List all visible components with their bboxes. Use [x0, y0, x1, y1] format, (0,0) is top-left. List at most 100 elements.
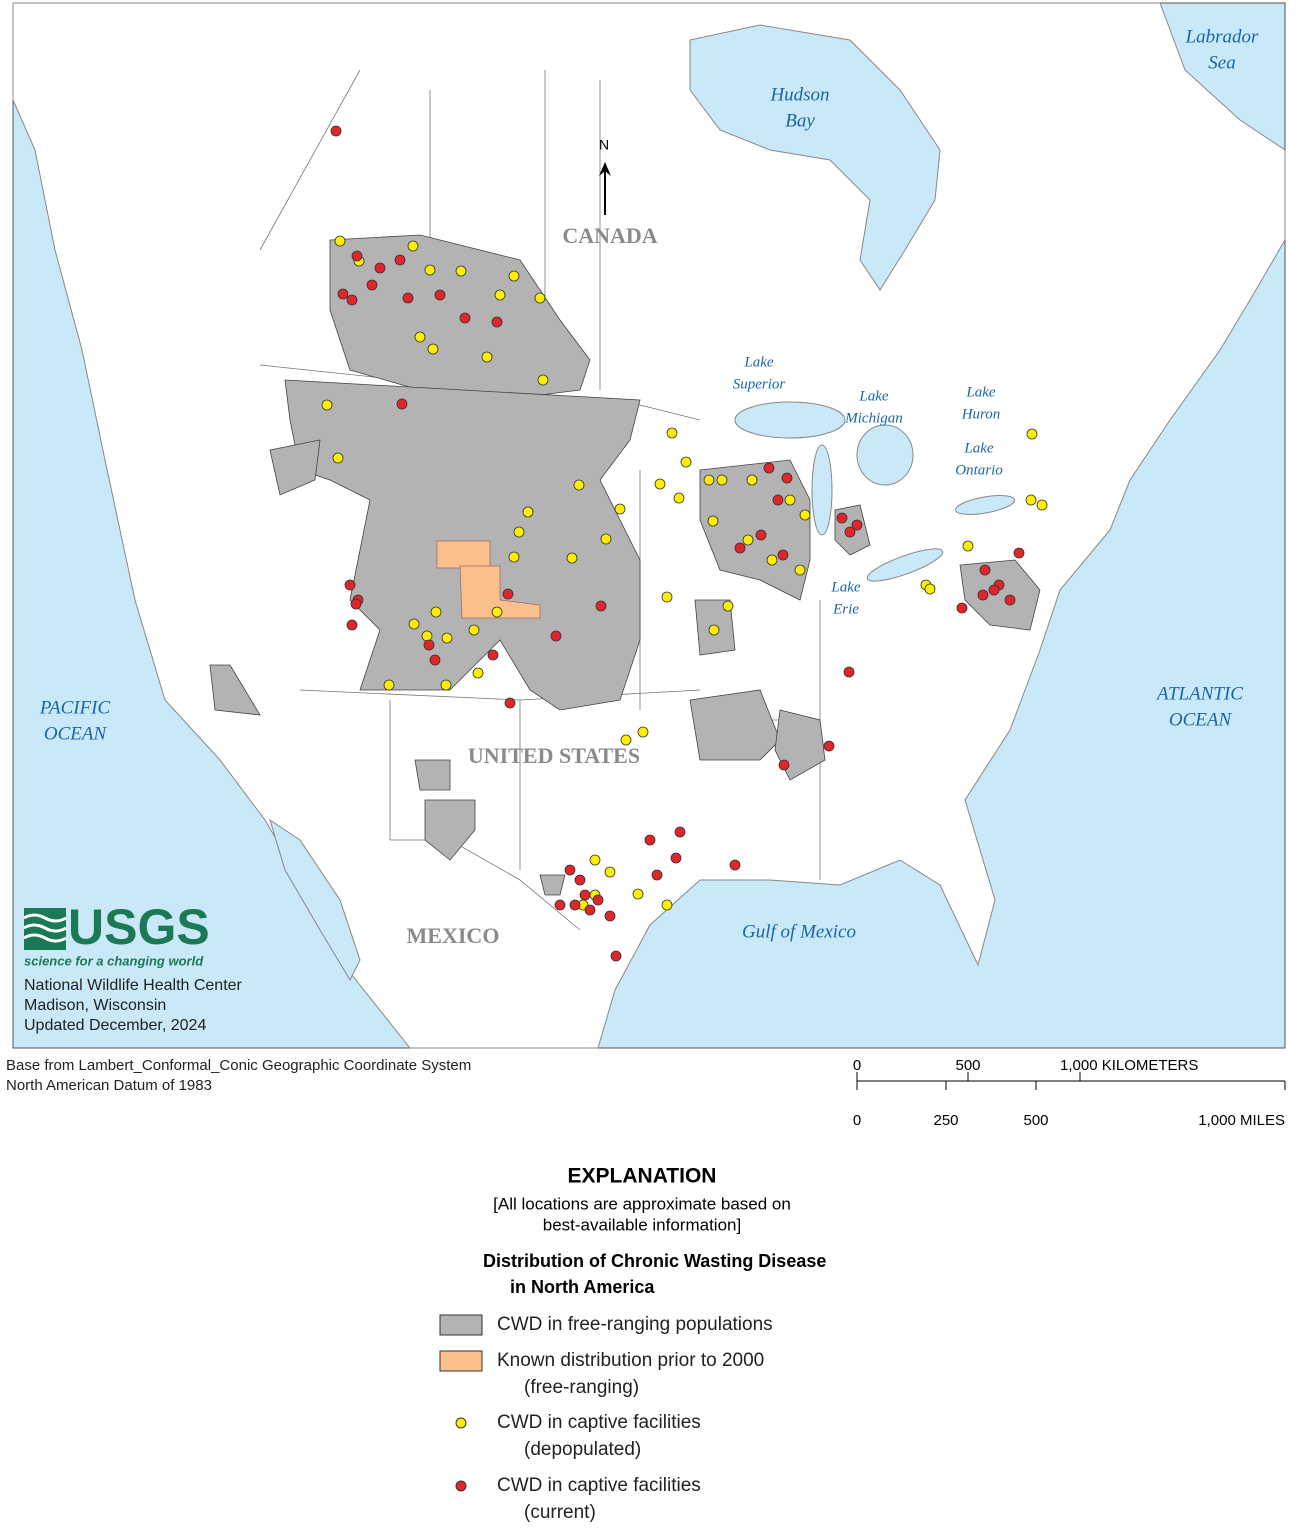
borders [259, 69, 821, 931]
facility-dot [988, 584, 1000, 596]
facility-dot [1026, 428, 1038, 440]
facility-dot [707, 515, 719, 527]
water-label: Lake [858, 388, 889, 404]
facility-dot [472, 667, 484, 679]
facility-dot [407, 240, 419, 252]
facility-dot [666, 427, 678, 439]
facility-dot [574, 874, 586, 886]
facility-dot [654, 478, 666, 490]
scale-mile-label: 250 [933, 1112, 958, 1129]
facility-dot [504, 697, 516, 709]
facility-dot [777, 549, 789, 561]
facility-dot [610, 950, 622, 962]
facility-dot [332, 452, 344, 464]
facility-dot [564, 864, 576, 876]
facility-dot [366, 279, 378, 291]
water-label: Ontario [955, 462, 1003, 478]
facility-dot [766, 554, 778, 566]
facility-dot [661, 591, 673, 603]
map: N USGS science for a changing world [12, 2, 1286, 1049]
facility-dot [600, 533, 612, 545]
cwd-before-2000 [436, 540, 541, 619]
facility-dot [661, 899, 673, 911]
facility-dot [421, 630, 433, 642]
legend-item: (current) [524, 1502, 596, 1523]
facility-dot [823, 740, 835, 752]
water-label: OCEAN [44, 723, 108, 744]
facility-dot [772, 494, 784, 506]
hudson-bay [689, 24, 941, 291]
logo-tagline: science for a changing world [24, 953, 204, 968]
water-label: OCEAN [1169, 709, 1233, 730]
water-label: ATLANTIC [1155, 683, 1243, 704]
water-label: Gulf of Mexico [742, 921, 856, 942]
great-lakes [734, 401, 1016, 582]
facility-dot [508, 551, 520, 563]
facility-dot [844, 526, 856, 538]
facility-dot [670, 852, 682, 864]
facility-dot [604, 910, 616, 922]
facility-dot [614, 503, 626, 515]
legend-note: best-available information] [543, 1215, 741, 1234]
facility-dot [595, 600, 607, 612]
scale-mile-label: 500 [1023, 1112, 1048, 1129]
facility-dot [330, 125, 342, 137]
facility-dot [424, 264, 436, 276]
legend [439, 1314, 483, 1492]
water-label: Bay [785, 110, 815, 131]
facility-dot [508, 270, 520, 282]
facility-dot [584, 904, 596, 916]
water-label: Erie [832, 601, 859, 617]
facility-dot [396, 398, 408, 410]
north-arrow: N [599, 137, 611, 215]
facility-dot [344, 579, 356, 591]
facility-dot [729, 859, 741, 871]
facility-dot [394, 254, 406, 266]
facility-dot [423, 639, 435, 651]
facility-dot [956, 602, 968, 614]
credit-line: National Wildlife Health Center [24, 977, 243, 994]
facility-dot [534, 292, 546, 304]
facility-dot [836, 512, 848, 524]
facility-dot [434, 289, 446, 301]
facility-dot [784, 494, 796, 506]
facility-dot [843, 666, 855, 678]
facility-dot [429, 654, 441, 666]
facility-dot [334, 235, 346, 247]
facility-dot [351, 250, 363, 262]
facility-dot [346, 619, 358, 631]
scale-km-label: 0 [853, 1057, 861, 1074]
scale-km-label: 1,000 KILOMETERS [1060, 1057, 1198, 1074]
facility-dot [1036, 499, 1048, 511]
facility-dot [430, 606, 442, 618]
facility-dot [573, 479, 585, 491]
legend-item: CWD in captive facilities [497, 1412, 701, 1433]
credit-line: Updated December, 2024 [24, 1017, 206, 1034]
facility-dot [566, 552, 578, 564]
legend-item: Known distribution prior to 2000 [497, 1350, 764, 1371]
facility-dot [734, 542, 746, 554]
legend-item: (free-ranging) [524, 1377, 639, 1398]
facility-dot [440, 679, 452, 691]
facility-dot [494, 289, 506, 301]
facility-dot [962, 540, 974, 552]
facility-dot [637, 726, 649, 738]
facility-dot [441, 632, 453, 644]
water-label: Lake [830, 579, 861, 595]
facility-dot [673, 492, 685, 504]
facility-dot [408, 618, 420, 630]
legend-item: CWD in free-ranging populations [497, 1314, 773, 1335]
facility-dot [550, 630, 562, 642]
facility-dot [554, 899, 566, 911]
legend-title: EXPLANATION [568, 1165, 717, 1188]
legend-subtitle: in North America [510, 1277, 655, 1297]
facility-dot [651, 869, 663, 881]
facility-dot [708, 624, 720, 636]
water-label: PACIFIC [39, 697, 111, 718]
facility-dot [522, 506, 534, 518]
facility-dot [778, 759, 790, 771]
facility-dot [402, 292, 414, 304]
facility-dot [589, 854, 601, 866]
facility-dot [979, 564, 991, 576]
